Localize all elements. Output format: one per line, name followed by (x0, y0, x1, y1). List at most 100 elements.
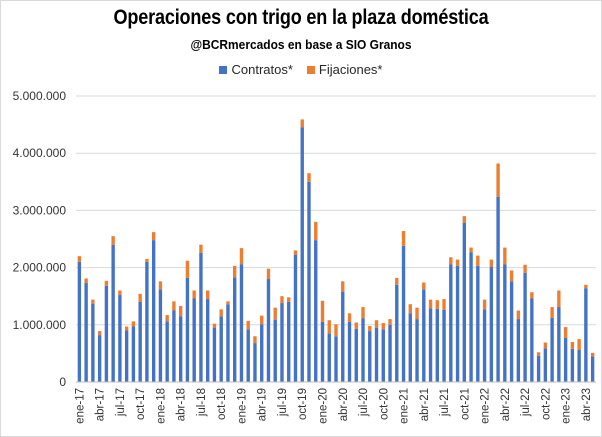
bar-fijaciones (334, 324, 338, 337)
bar-fijaciones (307, 173, 311, 182)
bar-fijaciones (212, 323, 217, 328)
bar-fijaciones (320, 300, 325, 322)
bar-fijaciones (442, 299, 446, 310)
bar-contratos (536, 355, 541, 382)
bar-contratos (320, 321, 325, 382)
x-tick-label: ene-23 (561, 388, 573, 424)
bar-contratos (428, 308, 433, 382)
y-tick-label: 4.000.000 (13, 146, 67, 160)
bar-contratos (226, 304, 230, 382)
bar-contratos (233, 277, 237, 382)
bar-contratos (469, 252, 473, 382)
bar-contratos (577, 349, 581, 382)
bar-contratos (300, 127, 304, 383)
bar-fijaciones (557, 290, 561, 308)
x-tick-label: ene-20 (317, 388, 329, 424)
bar-fijaciones (482, 299, 487, 310)
x-tick-label: abr-20 (338, 388, 350, 421)
bar-fijaciones (435, 300, 439, 309)
bar-contratos (354, 328, 358, 382)
bar-fijaciones (273, 307, 277, 320)
legend-label-contratos: Contratos* (231, 62, 293, 77)
bar-fijaciones (260, 315, 264, 325)
bar-contratos (77, 261, 82, 382)
bar-contratos (543, 348, 548, 382)
bar-contratos (253, 343, 257, 382)
chart-legend: Contratos* Fijaciones* (0, 62, 602, 77)
bar-fijaciones (327, 320, 331, 334)
bar-contratos (422, 289, 426, 382)
bar-fijaciones (455, 259, 460, 266)
bar-contratos (388, 324, 392, 382)
bar-contratos (503, 264, 507, 382)
bar-fijaciones (381, 323, 385, 330)
bar-contratos (530, 298, 534, 382)
bar-contratos (206, 299, 210, 382)
bar-fijaciones (395, 277, 399, 285)
bar-contratos (138, 301, 142, 382)
x-tick-label: oct-22 (540, 388, 552, 420)
bar-fijaciones (280, 296, 284, 304)
bar-fijaciones (347, 313, 352, 322)
y-tick-label: 3.000.000 (13, 203, 67, 217)
bar-series (77, 119, 595, 383)
bar-contratos (104, 285, 109, 382)
x-tick-label: ene-19 (236, 388, 248, 424)
bar-fijaciones (172, 301, 176, 311)
bar-contratos (374, 327, 379, 382)
bar-fijaciones (151, 232, 156, 241)
bar-fijaciones (489, 259, 494, 268)
bar-fijaciones (84, 278, 88, 284)
bar-fijaciones (408, 304, 412, 314)
bar-fijaciones (138, 293, 142, 302)
bar-contratos (91, 303, 95, 382)
bar-contratos (557, 307, 561, 382)
x-axis: ene-17 abr-17 jul-17 oct-17 ene-18 abr-18 jul-… (74, 381, 596, 424)
bar-contratos (327, 333, 331, 382)
bar-fijaciones (516, 310, 521, 320)
x-tick-label: jul-18 (196, 388, 208, 417)
bar-contratos (192, 298, 196, 382)
bar-fijaciones (563, 327, 568, 338)
bar-fijaciones (543, 342, 548, 349)
bar-contratos (563, 337, 568, 382)
bar-fijaciones (246, 320, 250, 330)
bar-fijaciones (77, 256, 82, 262)
bar-fijaciones (590, 352, 595, 357)
bar-fijaciones (462, 216, 466, 223)
bar-contratos (482, 309, 487, 382)
bar-contratos (158, 289, 163, 382)
bar-contratos (476, 265, 480, 382)
bar-fijaciones (536, 352, 541, 356)
bar-fijaciones (118, 290, 122, 296)
bar-contratos (509, 281, 514, 382)
bar-fijaciones (233, 265, 237, 278)
bar-contratos (131, 326, 136, 382)
bar-fijaciones (192, 290, 196, 299)
bar-contratos (550, 317, 554, 382)
legend-swatch-fijaciones (306, 65, 315, 74)
bar-fijaciones (361, 307, 365, 319)
bar-contratos (273, 319, 277, 382)
bar-contratos (590, 356, 595, 382)
x-tick-label: ene-21 (399, 388, 411, 424)
x-tick-label: abr-22 (500, 388, 512, 421)
x-tick-label: ene-18 (155, 388, 167, 424)
bar-fijaciones (300, 119, 304, 128)
bar-fijaciones (469, 247, 473, 253)
x-tick-label: ene-17 (74, 388, 86, 424)
bar-fijaciones (584, 284, 588, 289)
bar-fijaciones (388, 319, 392, 325)
bar-fijaciones (287, 297, 291, 302)
bar-contratos (368, 331, 372, 382)
bar-fijaciones (368, 325, 372, 332)
legend-label-fijaciones: Fijaciones* (318, 62, 383, 77)
bar-fijaciones (503, 247, 507, 265)
bar-fijaciones (178, 305, 183, 317)
bar-contratos (84, 283, 88, 382)
bar-fijaciones (124, 326, 129, 331)
bar-contratos (334, 336, 338, 382)
x-tick-label: jul-17 (115, 388, 127, 417)
bar-contratos (496, 196, 500, 382)
